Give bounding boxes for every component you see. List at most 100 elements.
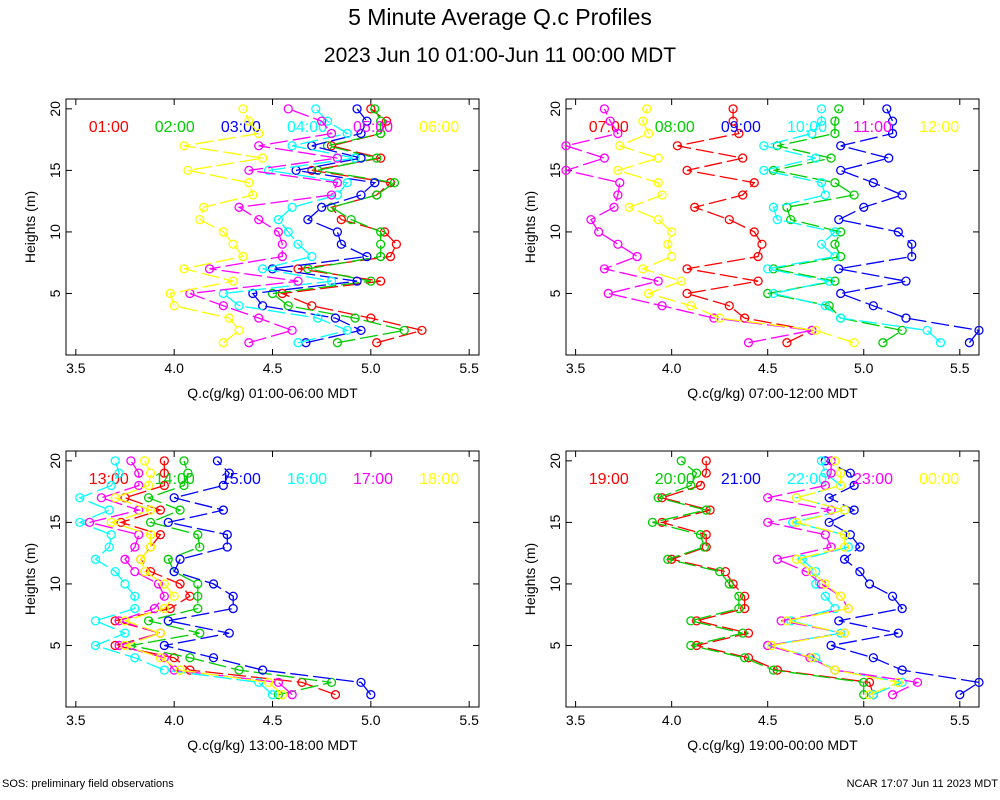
data-point — [690, 202, 700, 212]
data-point — [738, 190, 748, 200]
data-point — [193, 591, 203, 601]
y-tick-label: 10 — [47, 224, 63, 240]
data-point — [845, 468, 855, 478]
data-point — [820, 591, 830, 601]
data-point — [120, 628, 130, 638]
data-point — [807, 653, 817, 663]
data-point — [258, 665, 268, 675]
data-point — [724, 579, 734, 589]
data-point — [254, 128, 264, 139]
data-point — [372, 338, 382, 348]
data-point — [613, 239, 623, 249]
legend-label: 18:00 — [419, 471, 459, 488]
data-point — [897, 325, 907, 336]
plot-frame — [565, 450, 980, 708]
data-point — [258, 264, 268, 274]
data-point — [356, 325, 366, 336]
data-point — [307, 301, 317, 311]
data-point — [839, 542, 850, 552]
x-axis-label: Q.c(g/kg) 13:00-18:00 MDT — [187, 737, 358, 753]
y-tick-label: 15 — [547, 514, 563, 530]
data-point — [381, 116, 392, 126]
data-point — [376, 276, 386, 286]
series-line-0800 — [767, 108, 904, 344]
data-point — [739, 653, 750, 663]
data-point — [682, 264, 692, 274]
x-tick-label: 3.5 — [566, 360, 586, 376]
data-point — [244, 165, 254, 176]
data-point — [836, 313, 846, 323]
data-point — [106, 480, 116, 491]
data-point — [372, 190, 382, 200]
series-line-0100 — [279, 108, 423, 344]
data-point — [653, 214, 663, 225]
data-point — [701, 456, 711, 466]
data-point — [701, 530, 711, 540]
y-tick-label: 10 — [547, 576, 563, 592]
data-point — [263, 677, 274, 688]
data-point — [149, 603, 160, 614]
legend-label: 05:00 — [353, 119, 393, 136]
x-tick-label: 5.0 — [361, 712, 381, 728]
data-point — [208, 579, 219, 589]
data-point — [350, 153, 360, 163]
data-point — [826, 153, 836, 163]
y-tick-label: 20 — [47, 101, 63, 117]
y-tick-label: 5 — [547, 641, 563, 649]
data-point — [955, 690, 965, 700]
data-point — [836, 591, 846, 601]
legend-label: 08:00 — [655, 119, 695, 136]
legend-label: 10:00 — [787, 119, 827, 136]
data-point — [830, 456, 840, 466]
data-point — [283, 227, 293, 237]
data-point — [350, 313, 360, 323]
data-point — [663, 554, 673, 564]
data-point — [743, 628, 754, 638]
data-point — [772, 214, 782, 225]
data-point — [830, 239, 840, 249]
data-point — [277, 251, 287, 262]
data-point — [836, 251, 846, 262]
y-tick-label: 15 — [547, 162, 563, 178]
data-point — [169, 566, 179, 577]
data-point — [763, 264, 773, 274]
data-point — [352, 104, 362, 114]
data-point — [603, 288, 613, 299]
legend-label: 16:00 — [287, 471, 327, 488]
data-point — [169, 665, 179, 675]
data-point — [342, 325, 352, 336]
data-point — [715, 313, 725, 323]
data-point — [303, 214, 313, 225]
data-point — [839, 530, 850, 540]
data-point — [701, 468, 711, 478]
data-point — [159, 480, 169, 491]
data-point — [811, 325, 821, 336]
data-point — [830, 276, 840, 286]
y-axis-label: Heights (m) — [522, 543, 538, 615]
data-point — [130, 566, 140, 577]
data-point — [709, 313, 719, 323]
legend-label: 21:00 — [721, 471, 761, 488]
series-line-1500 — [164, 460, 372, 696]
y-axis-label: Heights (m) — [22, 191, 38, 263]
data-point — [830, 227, 840, 237]
data-point — [922, 325, 932, 336]
data-point — [224, 468, 234, 478]
data-point — [843, 542, 854, 552]
y-tick-label: 10 — [547, 224, 563, 240]
x-tick-label: 4.0 — [164, 360, 184, 376]
data-point — [686, 301, 696, 311]
series-line-1400 — [130, 460, 332, 696]
data-point — [332, 190, 343, 200]
data-point — [130, 542, 140, 552]
data-point — [753, 251, 763, 262]
data-point — [263, 165, 274, 176]
x-tick-label: 3.5 — [66, 712, 86, 728]
data-point — [864, 579, 875, 589]
data-point — [859, 677, 869, 688]
series-line-1900 — [659, 460, 874, 695]
data-point — [772, 554, 782, 564]
data-point — [193, 530, 203, 540]
data-point — [826, 640, 836, 651]
data-point — [169, 301, 179, 311]
